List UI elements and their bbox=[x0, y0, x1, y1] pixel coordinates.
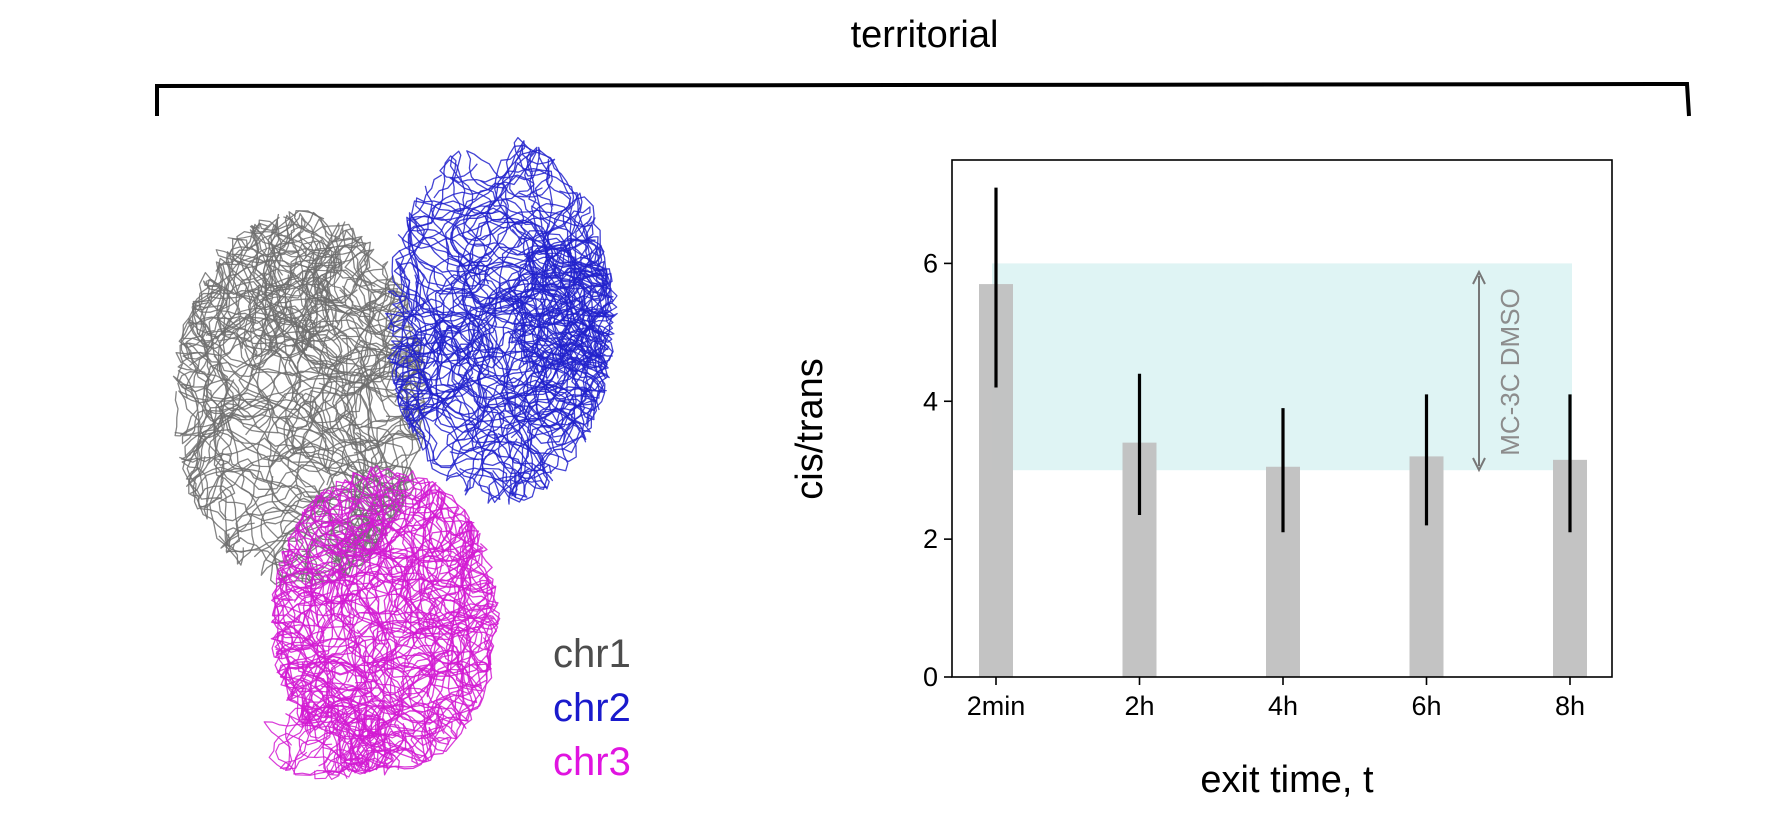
band-arrow-head-bottom bbox=[1472, 457, 1486, 473]
figure-title: territorial bbox=[850, 14, 999, 56]
y-tick-label-2: 2 bbox=[923, 524, 938, 554]
x-tick-label-6h: 6h bbox=[1411, 691, 1441, 721]
y-tick-label-4: 4 bbox=[923, 386, 938, 416]
legend-chr1: chr1 bbox=[553, 632, 631, 676]
chr3-polymer bbox=[263, 465, 501, 780]
band-arrow-head-top bbox=[1472, 269, 1486, 285]
x-axis-label: exit time, t bbox=[1200, 759, 1374, 801]
band-label: MC-3C DMSO bbox=[1495, 288, 1525, 456]
x-tick-label-2min: 2min bbox=[967, 691, 1026, 721]
x-tick-label-8h: 8h bbox=[1555, 691, 1585, 721]
chromosome-polymer-illustration bbox=[172, 136, 618, 780]
plot-frame bbox=[951, 159, 1613, 678]
legend-chr3: chr3 bbox=[553, 740, 631, 784]
chr1-polymer bbox=[172, 209, 428, 588]
y-axis-label: cis/trans bbox=[789, 358, 831, 499]
y-tick-label-6: 6 bbox=[923, 248, 938, 278]
y-tick-label-0: 0 bbox=[923, 662, 938, 692]
chr2-polymer bbox=[385, 136, 618, 505]
x-tick-label-4h: 4h bbox=[1268, 691, 1298, 721]
x-tick-label-2h: 2h bbox=[1124, 691, 1154, 721]
legend-chr2: chr2 bbox=[553, 686, 631, 730]
